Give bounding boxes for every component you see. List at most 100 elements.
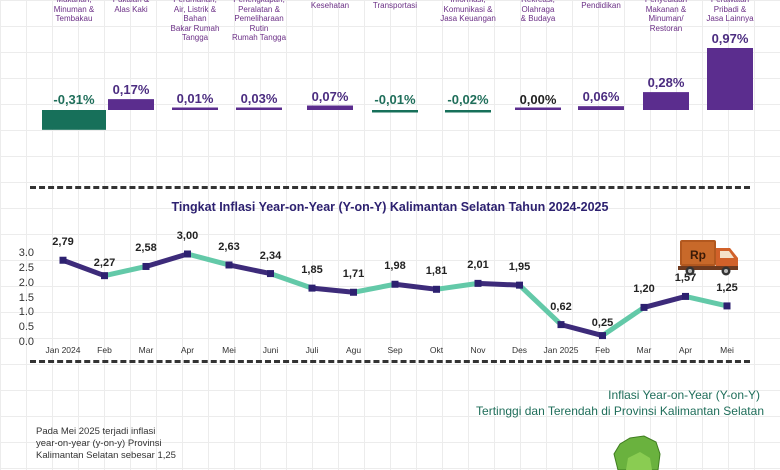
x-tick-label-8: Sep — [387, 345, 403, 355]
line-point-13 — [599, 332, 606, 340]
line-data-label-16: 1,25 — [716, 281, 738, 294]
line-data-label-3: 3,00 — [176, 230, 199, 242]
bar-value-label-9: 0,28% — [647, 75, 685, 91]
bar-9 — [643, 92, 689, 110]
section-divider-bottom — [30, 360, 750, 363]
line-segment-13 — [600, 304, 647, 339]
line-data-label-15: 1,57 — [674, 272, 697, 285]
bar-value-label-0: -0,31% — [53, 92, 95, 107]
x-tick-label-4: Mei — [222, 345, 236, 355]
line-data-label-2: 2,58 — [135, 242, 157, 255]
y-tick-label-4: 2.0 — [18, 276, 34, 289]
line-segment-11 — [517, 282, 564, 328]
line-segment-5 — [268, 271, 315, 291]
line-segment-9 — [434, 280, 481, 292]
line-point-3 — [184, 250, 191, 258]
x-tick-label-9: Okt — [429, 345, 444, 355]
x-tick-label-3: Apr — [180, 345, 195, 355]
line-data-label-6: 1,85 — [301, 264, 323, 277]
line-segment-8 — [392, 281, 439, 292]
section2-title-text1: Inflasi Year-on-Year (Y-on-Y) — [608, 388, 760, 402]
bar-4 — [307, 105, 353, 110]
line-segment-0 — [60, 257, 107, 279]
line-point-14 — [640, 303, 648, 311]
bar-value-label-3: 0,03% — [240, 90, 278, 106]
x-tick-label-15: Apr — [678, 345, 693, 355]
line-data-label-5: 2,34 — [259, 249, 282, 262]
bar-category-label-0: Makanan,Minuman &Tembakau — [53, 0, 95, 23]
bar-category-label-9: PenyediaanMakanan &Minuman/Restoran — [645, 0, 687, 33]
bar-category-label-1: Pakaian &Alas Kaki — [113, 0, 149, 14]
bar-0 — [42, 110, 106, 130]
line-point-7 — [350, 288, 357, 296]
bar-category-label-6: Informasi,Komunikasi &Jasa Keuangan — [440, 0, 496, 23]
section2-title-text2: Tertinggi dan Terendah di Provinsi Kalim… — [476, 404, 764, 418]
line-segment-6 — [309, 285, 356, 295]
bar-value-label-1: 0,17% — [112, 82, 150, 98]
line-data-label-4: 2,63 — [218, 240, 240, 253]
bar-category-label-3: Perlengkapan,Peralatan &PemeliharaanRuti… — [231, 0, 287, 42]
line-data-label-11: 1,95 — [508, 261, 531, 274]
line-segment-3 — [185, 251, 232, 268]
bar-7 — [515, 107, 561, 110]
bar-2 — [172, 107, 218, 110]
x-tick-label-0: Jan 2024 — [45, 345, 81, 355]
bar-6 — [445, 110, 491, 113]
line-data-label-8: 1,98 — [384, 260, 406, 273]
line-data-label-10: 2,01 — [467, 259, 489, 272]
category-bar-plot — [42, 48, 753, 130]
bar-category-label-5: Transportasi — [372, 1, 418, 10]
x-tick-label-13: Feb — [595, 345, 610, 355]
line-segment-1 — [102, 263, 149, 279]
line-point-8 — [391, 280, 399, 288]
bar-category-label-7: Rekreasi,Olahraga& Budaya — [520, 0, 556, 23]
line-point-0 — [59, 256, 67, 264]
line-point-16 — [723, 302, 731, 310]
line-segment-12 — [558, 322, 605, 339]
bar-value-label-5: -0,01% — [374, 92, 416, 107]
x-tick-label-10: Nov — [470, 345, 486, 355]
line-chart-plot — [59, 250, 731, 340]
line-data-label-0: 2,79 — [52, 236, 74, 249]
bar-value-label-7: 0,00% — [519, 92, 557, 107]
section2-title-line2: Tertinggi dan Terendah di Provinsi Kalim… — [476, 404, 764, 418]
section2-title-line1: Inflasi Year-on-Year (Y-on-Y) — [608, 388, 760, 402]
province-map-image — [613, 435, 661, 470]
x-tick-label-2: Mar — [138, 345, 154, 355]
line-chart-title-text: Tingkat Inflasi Year-on-Year (Y-on-Y) Ka… — [171, 200, 609, 214]
line-point-1 — [101, 272, 108, 280]
bar-category-label-10: PerawatanPribadi &Jasa Lainnya — [706, 0, 754, 23]
bar-3 — [236, 107, 282, 110]
line-point-6 — [308, 284, 316, 292]
line-segment-10 — [475, 280, 522, 288]
y-tick-label-3: 1.5 — [18, 291, 34, 304]
line-segment-4 — [226, 262, 273, 277]
line-point-9 — [433, 285, 440, 293]
line-data-label-7: 1,71 — [342, 268, 365, 281]
x-tick-label-6: Juli — [305, 345, 319, 355]
x-tick-label-7: Agu — [345, 345, 362, 355]
bar-category-label-4: Kesehatan — [310, 1, 350, 10]
summary-note-text: Pada Mei 2025 terjadi inflasi year-on-ye… — [36, 426, 176, 461]
x-tick-label-5: Juni — [262, 345, 279, 355]
bar-value-label-2: 0,01% — [176, 90, 214, 106]
x-tick-label-12: Jan 2025 — [543, 345, 579, 355]
line-point-10 — [474, 279, 482, 287]
y-tick-label-0: 0.0 — [18, 336, 34, 348]
x-tick-label-1: Feb — [97, 345, 112, 355]
line-data-label-9: 1,81 — [425, 265, 448, 278]
bar-value-label-4: 0,07% — [311, 88, 349, 104]
line-point-15 — [682, 292, 689, 300]
line-point-5 — [267, 270, 274, 278]
bar-value-label-6: -0,02% — [447, 92, 489, 107]
bar-value-label-8: 0,06% — [582, 89, 620, 105]
y-tick-label-2: 1.0 — [18, 306, 34, 319]
line-data-label-12: 0,62 — [550, 300, 572, 313]
bar-category-label-8: Pendidikan — [581, 1, 621, 10]
x-tick-label-14: Mar — [636, 345, 652, 355]
line-point-11 — [516, 281, 523, 289]
line-segment-2 — [143, 251, 190, 269]
section-divider-top — [30, 186, 750, 189]
line-point-12 — [557, 321, 565, 329]
